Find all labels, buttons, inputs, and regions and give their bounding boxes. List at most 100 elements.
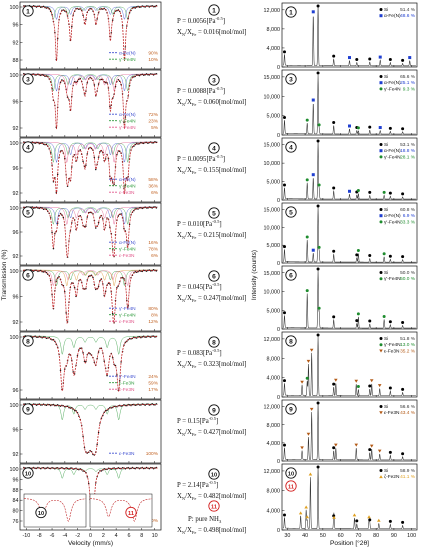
xrd-legend-pct: 33.3 % xyxy=(400,219,416,225)
moessbauer-data-point xyxy=(133,6,135,9)
moessbauer-legend-pct: 100% xyxy=(146,451,159,457)
xrd-panel-5: 15,000 10,000 5,000 0 5 Si 60.8 %α-Fe(N) 6.9 %γ… xyxy=(264,202,418,267)
xrd-peak-marker xyxy=(316,267,320,271)
xrd-peak-marker xyxy=(309,407,314,411)
xrd-peak-marker xyxy=(401,192,405,196)
moessbauer-data-point xyxy=(42,336,45,338)
xrd-ytick-label: 8,000 xyxy=(267,27,281,33)
xrd-pattern xyxy=(282,466,416,530)
moessbauer-inset-badge xyxy=(125,506,137,519)
moessbauer-sample-badge-label: 5 xyxy=(26,209,30,216)
xrd-ytick-label: 5,000 xyxy=(267,180,281,186)
xrd-peak-marker xyxy=(316,71,320,75)
moessbauer-ytick-label: 100 xyxy=(10,335,19,341)
xrd-legend-marker xyxy=(379,149,383,153)
condition-xn-value: = 0.215[mol/mol] xyxy=(196,232,246,239)
xrd-peak-marker xyxy=(282,183,286,187)
xrd-peak-marker xyxy=(316,139,320,143)
moessbauer-data-point xyxy=(85,225,87,227)
condition-xn: XN/XFe = 0.247[mol/mol] xyxy=(177,295,246,303)
xrd-legend-pct: 28.1 % xyxy=(400,154,416,160)
xrd-peak-marker xyxy=(378,126,382,130)
xrd-pattern xyxy=(282,270,416,329)
xrd-peak-marker xyxy=(305,376,309,380)
moessbauer-legend-label: γ'-Fe4N xyxy=(119,306,136,312)
xrd-frame xyxy=(281,202,418,264)
moessbauer-data-point xyxy=(69,407,72,409)
moessbauer-data-point xyxy=(40,6,42,8)
moessbauer-inset-badge xyxy=(35,506,47,519)
condition-block-8: 8 P = 0.083[Pa-0.5] XN/XFe = 0.323[mol/mol… xyxy=(177,336,246,369)
moessbauer-subspectrum xyxy=(23,141,158,164)
moessbauer-ytick-label: 100 xyxy=(10,141,19,147)
moessbauer-sample-badge xyxy=(22,5,34,17)
xrd-legend-label: Si xyxy=(384,336,388,342)
xrd-peak-marker xyxy=(311,98,315,102)
condition-badge-label: 8 xyxy=(212,339,216,346)
condition-xn-sub2: Fe xyxy=(192,235,196,240)
xrd-ytick-label: 12,000 xyxy=(264,469,281,475)
moessbauer-frame xyxy=(19,331,162,400)
moessbauer-legend-pct: 80% xyxy=(148,306,158,312)
xrd-ytick-label: 0 xyxy=(277,261,280,267)
moessbauer-data-point xyxy=(49,10,52,13)
xrd-peak-marker xyxy=(317,123,321,127)
moessbauer-data-point xyxy=(40,74,42,77)
xrd-legend-pct: 35.2 % xyxy=(400,348,416,354)
xrd-peak-marker xyxy=(355,519,359,523)
condition-xn-sub2: Fe xyxy=(192,102,196,107)
xrd-sample-badge xyxy=(285,206,297,218)
xrd-legend-pct: 60.8 % xyxy=(400,207,416,213)
moessbauer-legend-pct: 6% xyxy=(151,253,159,259)
moessbauer-xtick-label: -8 xyxy=(37,533,42,539)
xrd-legend-marker xyxy=(379,475,383,479)
condition-xn-value: = 0.247[mol/mol] xyxy=(196,295,246,302)
xrd-legend-pct: 51.8 % xyxy=(400,336,416,342)
xrd-legend-pct: 53.1 % xyxy=(400,142,416,148)
xrd-xtick-label: 70 xyxy=(355,533,361,539)
xrd-peak-marker xyxy=(356,249,360,253)
moessbauer-xlabel: Velocity (mm/s) xyxy=(68,540,113,547)
condition-xn-symbol: X xyxy=(177,493,182,500)
xrd-peak-marker xyxy=(300,380,304,384)
moessbauer-data-point xyxy=(42,5,45,8)
condition-xn: XN/XFe = 0.060[mol/mol] xyxy=(177,99,246,107)
moessbauer-xtick-label: -4 xyxy=(62,533,67,539)
xrd-legend-pct: 18.8 % xyxy=(400,148,416,154)
xrd-legend-marker xyxy=(379,208,383,211)
moessbauer-data-point xyxy=(95,168,97,171)
xrd-panel-6: 15,000 10,000 5,000 0 6 Si 50.0 %γ'-Fe4N 50.0 % xyxy=(264,265,418,333)
xrd-peak-marker xyxy=(382,190,386,194)
moessbauer-fit-curve xyxy=(23,336,158,393)
condition-badge-label: 11 xyxy=(211,504,217,510)
moessbauer-ytick-label: 100 xyxy=(10,5,19,11)
moessbauer-legend-pct: 6% xyxy=(151,190,159,196)
xrd-peak-marker xyxy=(282,379,286,383)
condition-badge xyxy=(208,270,220,282)
xrd-peak-marker xyxy=(332,446,336,450)
xrd-legend-marker xyxy=(379,143,383,146)
condition-block-1: 1 P = 0.0056[Pa-0.5] XN/XFe = 0.016[mol/mo… xyxy=(177,4,246,37)
xrd-peak-marker xyxy=(377,384,382,388)
moessbauer-data-point xyxy=(147,207,149,209)
condition-badge xyxy=(208,336,220,348)
moessbauer-subspectrum xyxy=(23,403,158,421)
moessbauer-ytick-label: 96 xyxy=(13,295,19,301)
xrd-legend-pct: 50.0 % xyxy=(400,270,416,276)
condition-pressure: P = 0.083[Pa-0.5] xyxy=(177,348,222,357)
moessbauer-ytick-label: 96 xyxy=(13,166,19,172)
xrd-legend-marker xyxy=(379,81,383,85)
xrd-peak-marker xyxy=(305,515,310,519)
moessbauer-frame xyxy=(19,137,162,203)
moessbauer-xtick-label: -6 xyxy=(50,533,55,539)
xrd-peak-marker xyxy=(311,248,315,252)
condition-badge xyxy=(208,207,220,219)
condition-pressure-exponent: -0.5 xyxy=(212,219,220,224)
moessbauer-panel-3: 100 96 92 3 α-Fe(N) 72% γ'-Fe4N 23% γ'-Fe4N 5% xyxy=(10,69,162,138)
condition-pressure-exponent: -0.5 xyxy=(212,282,220,287)
moessbauer-data-point xyxy=(71,25,73,28)
xrd-legend-label: α-Fe(N) xyxy=(384,213,401,219)
xrd-sample-badge-2-label: 11 xyxy=(288,484,294,490)
xrd-peak-marker xyxy=(401,387,405,391)
moessbauer-legend-label: α-Fe(N) xyxy=(119,51,136,57)
